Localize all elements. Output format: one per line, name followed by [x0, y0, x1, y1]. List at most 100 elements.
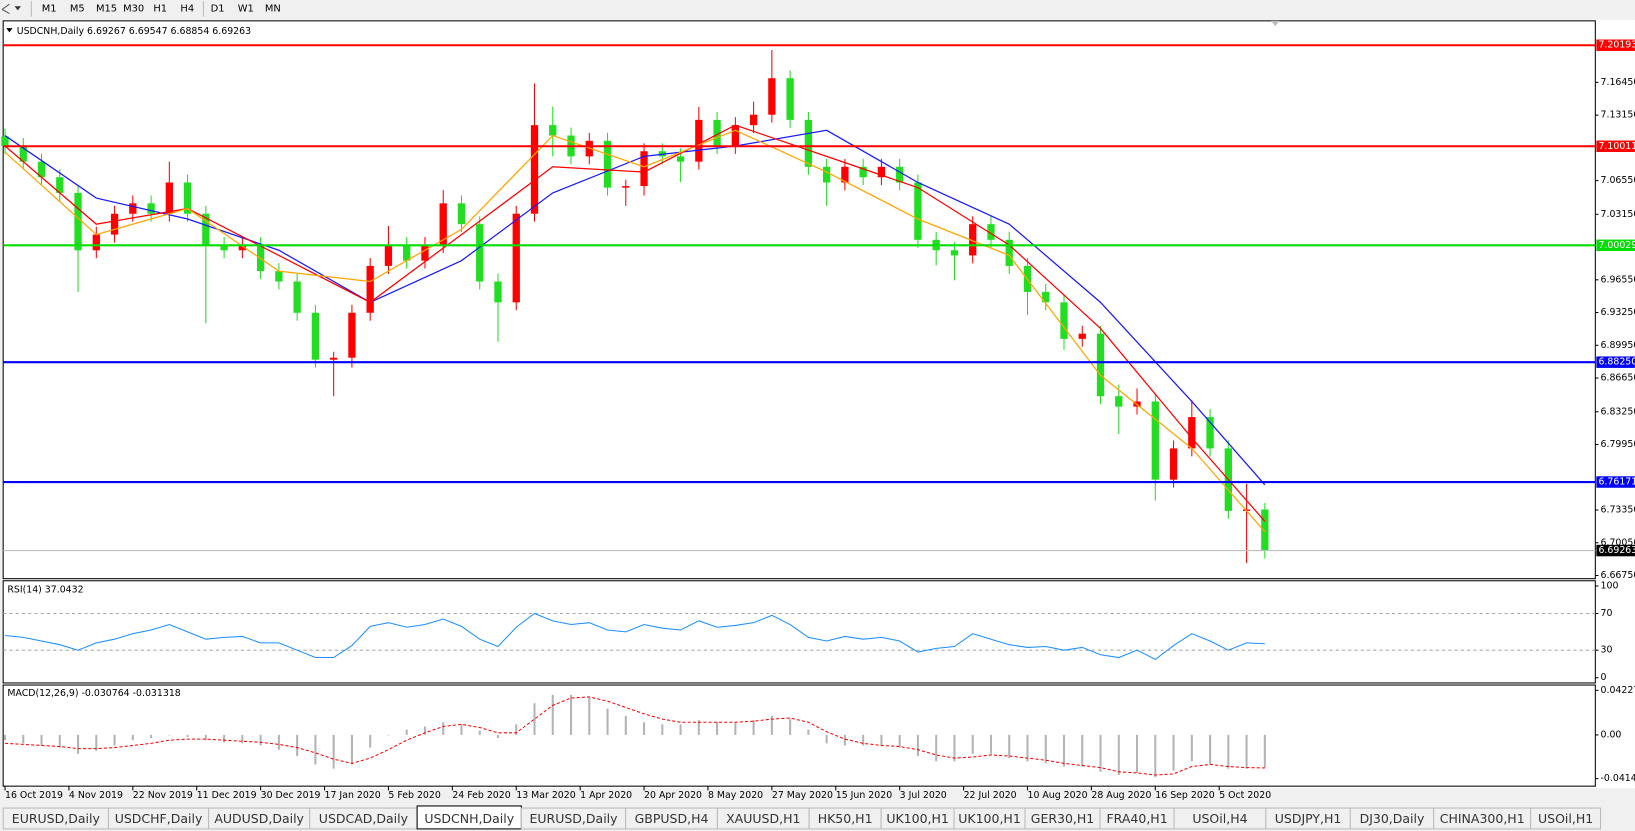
candle-body: [676, 156, 685, 162]
timeframe-button[interactable]: D1: [211, 3, 225, 14]
tab[interactable]: USDCNH,Daily: [416, 805, 522, 830]
panel-menu-icon[interactable]: [6, 28, 13, 33]
tab[interactable]: USDCHF,Daily: [107, 807, 210, 830]
candle-body: [129, 203, 137, 214]
tab-label[interactable]: GER30,H1: [1031, 811, 1095, 826]
histogram-bar: [442, 722, 445, 735]
histogram-bar: [478, 730, 481, 735]
tab-label[interactable]: USDCNH,Daily: [424, 811, 514, 826]
timeframe-button[interactable]: M1: [42, 3, 57, 14]
tab[interactable]: UK100,H1: [953, 807, 1026, 830]
y-tick-label: 7.03150: [1601, 209, 1635, 220]
toolbar: [0, 0, 1635, 18]
candle-body: [74, 192, 82, 251]
tab[interactable]: DJ30,Daily: [1349, 807, 1435, 830]
candle-body: [1005, 239, 1013, 266]
timeframe-button[interactable]: M5: [70, 3, 85, 14]
tab-label[interactable]: USDCAD,Daily: [319, 811, 409, 826]
y-tick-label: 6.93250: [1601, 307, 1635, 318]
level-label: 6.88250: [1598, 357, 1635, 368]
tab-label[interactable]: HK50,H1: [818, 811, 873, 826]
histogram-bar: [186, 734, 189, 738]
histogram-bar: [22, 734, 25, 744]
histogram-bar: [95, 734, 98, 751]
candle-body: [19, 145, 27, 162]
candle-body: [1261, 509, 1269, 551]
tab[interactable]: HK50,H1: [808, 807, 882, 830]
tab[interactable]: XAUUSD,H1: [716, 807, 810, 830]
tab[interactable]: USOil,H4: [1173, 807, 1267, 830]
tab[interactable]: CHINA300,H1: [1433, 807, 1532, 830]
histogram-bar: [1154, 734, 1157, 778]
histogram-bar: [606, 708, 609, 735]
tab-label[interactable]: FRA40,H1: [1106, 811, 1167, 826]
candle-body: [603, 140, 612, 188]
tab[interactable]: GER30,H1: [1024, 807, 1101, 830]
tab-label[interactable]: UK100,H1: [958, 811, 1021, 826]
tab-label[interactable]: USDCHF,Daily: [115, 811, 203, 826]
histogram-bar: [1026, 734, 1029, 762]
tab-label[interactable]: USOil,H1: [1538, 811, 1593, 826]
timeframe-button[interactable]: W1: [238, 3, 254, 14]
tab-label[interactable]: EURUSD,Daily: [12, 811, 101, 826]
timeframe-button[interactable]: H4: [180, 3, 194, 14]
candle-body: [969, 224, 977, 256]
candle-body: [749, 114, 758, 126]
tab[interactable]: UK100,H1: [880, 807, 955, 830]
tab[interactable]: GBPUSD,H4: [625, 807, 718, 830]
tab-label[interactable]: AUDUSD,Daily: [214, 811, 304, 826]
candle-body: [1115, 396, 1123, 407]
tab[interactable]: EURUSD,Daily: [2, 807, 110, 830]
y-tick-label: 70: [1601, 608, 1613, 619]
candle-body: [1096, 333, 1105, 397]
y-tick-label: 7.16450: [1601, 77, 1635, 88]
tab[interactable]: USOil,H1: [1530, 807, 1602, 830]
tab-label[interactable]: GBPUSD,H4: [635, 811, 709, 826]
candle-body: [110, 213, 119, 235]
tab[interactable]: USDCAD,Daily: [309, 807, 418, 830]
candle-body: [1188, 417, 1196, 449]
candle-body: [183, 182, 192, 214]
x-tick-label: 30 Dec 2019: [261, 790, 321, 801]
tab-label[interactable]: EURUSD,Daily: [529, 811, 618, 826]
timeframe-button[interactable]: M30: [123, 3, 144, 14]
candle-body: [494, 281, 502, 303]
tool-icon[interactable]: [1, 3, 21, 15]
tab-label[interactable]: DJ30,Daily: [1360, 811, 1425, 826]
tab[interactable]: FRA40,H1: [1099, 807, 1175, 830]
candle-body: [476, 224, 484, 282]
histogram-bar: [223, 734, 226, 743]
histogram-bar: [825, 734, 828, 744]
histogram-bar: [1209, 734, 1212, 765]
shift-marker: [1271, 20, 1280, 27]
tab-label[interactable]: XAUUSD,H1: [726, 811, 800, 826]
tab-label[interactable]: UK100,H1: [886, 811, 949, 826]
histogram-bar: [1062, 734, 1066, 767]
tab-label[interactable]: CHINA300,H1: [1440, 811, 1525, 826]
candle-body: [147, 203, 155, 214]
histogram-bar: [113, 734, 116, 746]
candle-body: [37, 161, 46, 178]
x-tick-label: 8 May 2020: [708, 790, 763, 801]
histogram-bar: [369, 734, 372, 748]
tab[interactable]: USDJPY,H1: [1265, 807, 1351, 830]
timeframe-button[interactable]: M15: [96, 3, 117, 14]
tab[interactable]: AUDUSD,Daily: [208, 807, 311, 830]
timeframe-button[interactable]: MN: [265, 3, 281, 14]
histogram-bar: [314, 734, 317, 765]
histogram-bar: [168, 734, 171, 736]
tab[interactable]: EURUSD,Daily: [520, 807, 627, 830]
candle-body: [914, 182, 922, 240]
histogram-bar: [460, 724, 463, 735]
histogram-bar: [76, 734, 80, 754]
histogram-bar: [533, 703, 536, 735]
y-tick-label: 0: [1601, 672, 1607, 683]
tab-label[interactable]: USDJPY,H1: [1275, 811, 1342, 826]
candle-body: [622, 186, 630, 188]
candle-body: [530, 125, 539, 214]
level-label-box: [1596, 140, 1635, 152]
tab-label[interactable]: USOil,H4: [1192, 811, 1247, 826]
timeframe-button[interactable]: H1: [153, 3, 167, 14]
y-tick-label: 6.86650: [1601, 373, 1635, 384]
